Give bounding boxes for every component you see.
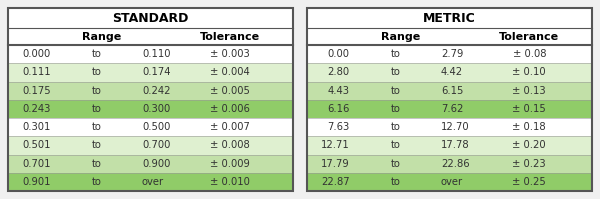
Text: METRIC: METRIC bbox=[423, 12, 476, 24]
Text: 22.86: 22.86 bbox=[441, 159, 470, 169]
Text: to: to bbox=[391, 177, 400, 187]
Bar bbox=[8, 45, 293, 63]
Text: Range: Range bbox=[82, 31, 122, 42]
Text: 0.701: 0.701 bbox=[22, 159, 51, 169]
Text: 17.78: 17.78 bbox=[441, 140, 470, 150]
Bar bbox=[8, 63, 293, 82]
Bar bbox=[307, 8, 592, 28]
Text: 0.300: 0.300 bbox=[142, 104, 170, 114]
Bar bbox=[307, 28, 592, 45]
Text: 0.700: 0.700 bbox=[142, 140, 170, 150]
Text: to: to bbox=[91, 122, 101, 132]
Bar bbox=[8, 82, 293, 100]
Text: to: to bbox=[391, 86, 400, 96]
Text: over: over bbox=[142, 177, 164, 187]
Text: ± 0.23: ± 0.23 bbox=[512, 159, 546, 169]
Text: to: to bbox=[91, 159, 101, 169]
Text: ± 0.20: ± 0.20 bbox=[512, 140, 546, 150]
Text: 0.501: 0.501 bbox=[22, 140, 51, 150]
Bar bbox=[8, 154, 293, 173]
Text: ± 0.008: ± 0.008 bbox=[211, 140, 250, 150]
Text: to: to bbox=[91, 86, 101, 96]
Text: 0.243: 0.243 bbox=[22, 104, 51, 114]
Text: 2.80: 2.80 bbox=[328, 67, 350, 77]
Text: to: to bbox=[91, 177, 101, 187]
Text: 2.79: 2.79 bbox=[441, 49, 463, 59]
Text: to: to bbox=[91, 49, 101, 59]
Bar bbox=[307, 136, 592, 154]
Bar bbox=[307, 118, 592, 136]
Text: to: to bbox=[391, 49, 400, 59]
Text: 12.70: 12.70 bbox=[441, 122, 470, 132]
Bar bbox=[8, 173, 293, 191]
Text: 0.301: 0.301 bbox=[22, 122, 51, 132]
Bar bbox=[307, 173, 592, 191]
Bar bbox=[8, 100, 293, 118]
Bar bbox=[307, 100, 592, 118]
Text: 17.79: 17.79 bbox=[321, 159, 350, 169]
Text: 7.63: 7.63 bbox=[328, 122, 350, 132]
Text: 4.42: 4.42 bbox=[441, 67, 463, 77]
Text: to: to bbox=[391, 104, 400, 114]
Text: 0.242: 0.242 bbox=[142, 86, 170, 96]
Text: Tolerance: Tolerance bbox=[200, 31, 260, 42]
Bar bbox=[8, 8, 293, 28]
Text: 0.110: 0.110 bbox=[142, 49, 170, 59]
Text: 0.901: 0.901 bbox=[22, 177, 51, 187]
Text: ± 0.010: ± 0.010 bbox=[211, 177, 250, 187]
Text: to: to bbox=[91, 140, 101, 150]
Text: ± 0.006: ± 0.006 bbox=[211, 104, 250, 114]
Text: ± 0.08: ± 0.08 bbox=[512, 49, 546, 59]
Text: ± 0.13: ± 0.13 bbox=[512, 86, 546, 96]
Text: over: over bbox=[441, 177, 463, 187]
Text: to: to bbox=[391, 140, 400, 150]
Text: 22.87: 22.87 bbox=[321, 177, 350, 187]
Text: 0.111: 0.111 bbox=[22, 67, 51, 77]
Text: 0.900: 0.900 bbox=[142, 159, 170, 169]
Text: ± 0.10: ± 0.10 bbox=[512, 67, 546, 77]
Text: STANDARD: STANDARD bbox=[112, 12, 188, 24]
Text: ± 0.009: ± 0.009 bbox=[211, 159, 250, 169]
Text: to: to bbox=[91, 67, 101, 77]
Text: to: to bbox=[391, 67, 400, 77]
Text: 0.174: 0.174 bbox=[142, 67, 170, 77]
Text: 4.43: 4.43 bbox=[328, 86, 350, 96]
Bar bbox=[307, 63, 592, 82]
Bar bbox=[307, 82, 592, 100]
Bar bbox=[307, 154, 592, 173]
Text: 6.15: 6.15 bbox=[441, 86, 463, 96]
Text: ± 0.18: ± 0.18 bbox=[512, 122, 546, 132]
Bar bbox=[307, 45, 592, 63]
Text: ± 0.007: ± 0.007 bbox=[211, 122, 250, 132]
Bar bbox=[8, 118, 293, 136]
Bar bbox=[307, 8, 592, 191]
Text: 0.000: 0.000 bbox=[23, 49, 51, 59]
Text: Tolerance: Tolerance bbox=[499, 31, 559, 42]
Text: ± 0.005: ± 0.005 bbox=[211, 86, 250, 96]
Bar bbox=[8, 136, 293, 154]
Text: 0.500: 0.500 bbox=[142, 122, 170, 132]
Text: 7.62: 7.62 bbox=[441, 104, 463, 114]
Text: to: to bbox=[391, 159, 400, 169]
Bar bbox=[8, 28, 293, 45]
Text: ± 0.003: ± 0.003 bbox=[211, 49, 250, 59]
Text: 0.175: 0.175 bbox=[22, 86, 51, 96]
Text: 6.16: 6.16 bbox=[328, 104, 350, 114]
Text: ± 0.15: ± 0.15 bbox=[512, 104, 546, 114]
Text: to: to bbox=[91, 104, 101, 114]
Text: ± 0.004: ± 0.004 bbox=[211, 67, 250, 77]
Text: to: to bbox=[391, 122, 400, 132]
Bar bbox=[8, 8, 293, 191]
Text: ± 0.25: ± 0.25 bbox=[512, 177, 546, 187]
Text: 0.00: 0.00 bbox=[328, 49, 350, 59]
Text: 12.71: 12.71 bbox=[321, 140, 350, 150]
Text: Range: Range bbox=[382, 31, 421, 42]
